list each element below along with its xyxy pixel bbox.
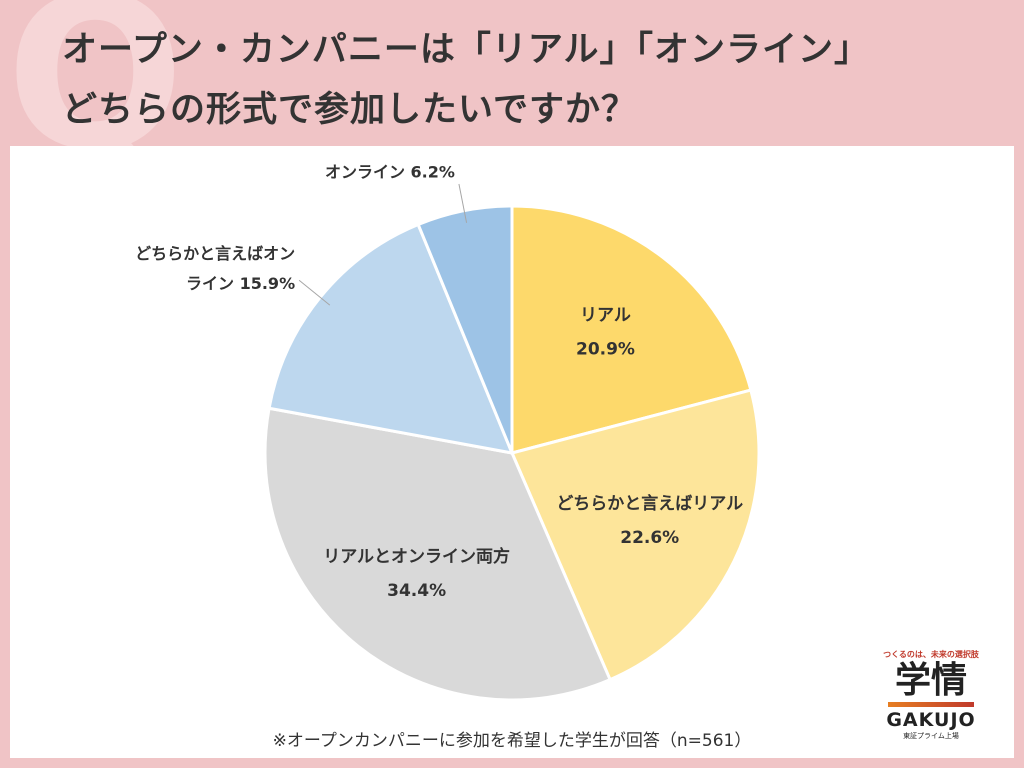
slice-label-4-0: オンライン 6.2%	[325, 163, 455, 182]
slice-label-2-1: 34.4%	[387, 581, 446, 601]
slice-label-3-0: どちらかと言えばオン	[135, 244, 295, 263]
slice-label-1-0: どちらかと言えばリアル	[556, 493, 743, 514]
pie-slice-0	[510, 204, 753, 455]
pie-chart: リアル 20.9% どちらかと言えばリアル 22.6% リアルとオンライン両方 34.4%…	[135, 163, 761, 702]
brand-tagline: つくるのは、未来の選択肢	[883, 650, 979, 659]
brand-sub: 東証プライム上場	[903, 732, 959, 740]
title-line-1: オープン・カンパニーは「リアル」「オンライン」	[62, 30, 871, 70]
slice-label-1-1: 22.6%	[620, 528, 679, 548]
brand-logo: つくるのは、未来の選択肢 学情 GAKUJO 東証プライム上場	[876, 649, 986, 741]
footnote: ※オープンカンパニーに参加を希望した学生が回答（n=561）	[272, 731, 752, 751]
leader-line-3	[298, 279, 331, 306]
brand-kanji: 学情	[894, 660, 967, 701]
chart-panel: リアル 20.9% どちらかと言えばリアル 22.6% リアルとオンライン両方 34.4%…	[10, 146, 1014, 758]
slice-label-0-0: リアル	[580, 306, 631, 326]
slice-label-2-0: リアルとオンライン両方	[323, 546, 510, 567]
slice-label-3-1: ライン 15.9%	[186, 274, 295, 293]
pie-slice-2	[263, 406, 613, 702]
brand-latin: GAKUJO	[886, 709, 976, 731]
page-title: オープン・カンパニーは「リアル」「オンライン」 どちらの形式で参加したいですか？	[62, 20, 1012, 140]
leader-line-4	[458, 183, 468, 223]
pie-slice-1	[509, 388, 761, 682]
brand-bar	[888, 702, 974, 707]
title-line-2: どちらの形式で参加したいですか？	[62, 90, 637, 130]
slice-label-0-1: 20.9%	[576, 340, 635, 360]
